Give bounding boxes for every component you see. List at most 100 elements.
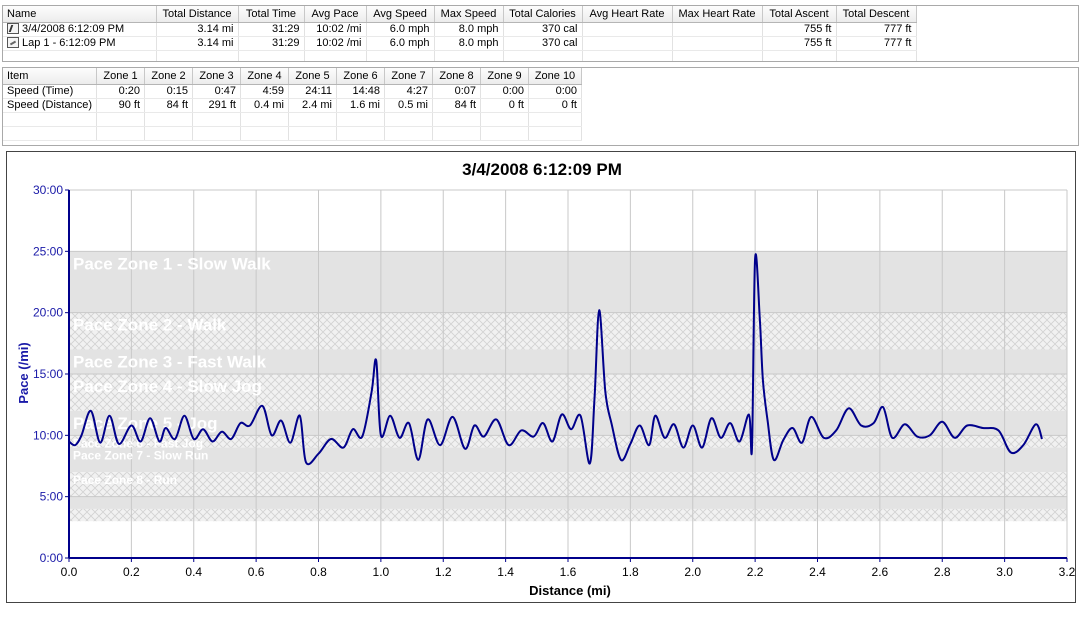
column-header[interactable]: Total Ascent <box>762 6 837 23</box>
empty-cell <box>336 112 385 127</box>
table-row[interactable]: Speed (Time) 0:20 0:15 0:47 4:59 24:11 14:48 4:… <box>3 84 582 99</box>
empty-cell <box>582 50 673 61</box>
table-cell: 84 ft <box>432 98 481 113</box>
pace-zone-grid: Item Zone 1 Zone 2 Zone 3 Zone 4 Zone 5 Zone 6… <box>2 67 1079 146</box>
table-cell: 8.0 mph <box>434 36 504 51</box>
column-header[interactable]: Avg Speed <box>366 6 435 23</box>
table-row[interactable]: Lap 1 - 6:12:09 PM 3.14 mi 31:29 10:02 /mi 6… <box>3 36 917 51</box>
table-cell: 2.4 mi <box>288 98 337 113</box>
activity-summary-grid: Name Total Distance Total Time Avg Pace Avg … <box>2 5 1079 62</box>
column-header[interactable]: Zone 10 <box>528 68 582 85</box>
x-tick-label: 0.6 <box>248 565 265 579</box>
y-tick-label: 5:00 <box>40 490 64 504</box>
table-cell: 0:47 <box>192 84 241 99</box>
empty-row <box>3 50 917 61</box>
x-tick-label: 2.6 <box>872 565 889 579</box>
column-header[interactable]: Total Calories <box>503 6 583 23</box>
empty-cell <box>836 50 917 61</box>
pace-zone-label: Pace Zone 4 - Slow Jog <box>73 377 262 396</box>
column-header[interactable]: Total Distance <box>156 6 239 23</box>
empty-cell <box>96 112 145 127</box>
column-header[interactable]: Item <box>3 68 97 85</box>
column-header[interactable]: Zone 1 <box>96 68 145 85</box>
table-cell: 4:59 <box>240 84 289 99</box>
table-cell: 0 ft <box>528 98 582 113</box>
x-tick-label: 2.2 <box>747 565 764 579</box>
pace-zone-label: Pace Zone 5 - Jog <box>73 414 218 433</box>
empty-cell <box>288 126 337 141</box>
table-cell: 370 cal <box>503 22 583 37</box>
column-header[interactable]: Max Speed <box>434 6 504 23</box>
table-cell: 777 ft <box>836 36 917 51</box>
pace-zone-label: Pace Zone 2 - Walk <box>73 316 227 335</box>
column-header[interactable]: Avg Pace <box>304 6 367 23</box>
table-cell: 0:00 <box>528 84 582 99</box>
empty-cell <box>480 126 529 141</box>
x-tick-label: 0.2 <box>123 565 140 579</box>
table-cell: 0:15 <box>144 84 193 99</box>
run-activity-icon <box>7 23 19 34</box>
empty-cell <box>240 112 289 127</box>
table-cell: 0:20 <box>96 84 145 99</box>
empty-cell <box>503 50 583 61</box>
pace-zone-label: Pace Zone 7 - Slow Run <box>73 449 208 463</box>
column-header[interactable]: Zone 6 <box>336 68 385 85</box>
table-cell <box>672 22 763 37</box>
table-cell: 0 ft <box>480 98 529 113</box>
table-cell: 24:11 <box>288 84 337 99</box>
empty-cell <box>384 112 433 127</box>
table-row[interactable]: 3/4/2008 6:12:09 PM 3.14 mi 31:29 10:02 /mi… <box>3 22 917 37</box>
empty-cell <box>156 50 239 61</box>
y-tick-label: 0:00 <box>40 551 64 565</box>
x-tick-label: 0.8 <box>310 565 327 579</box>
y-tick-label: 15:00 <box>33 367 63 381</box>
table-cell: 0:07 <box>432 84 481 99</box>
x-tick-label: 2.8 <box>934 565 951 579</box>
column-header[interactable]: Avg Heart Rate <box>582 6 673 23</box>
x-tick-label: 3.0 <box>996 565 1013 579</box>
column-header[interactable]: Zone 3 <box>192 68 241 85</box>
row-name: Speed (Distance) <box>3 98 97 113</box>
table-cell <box>582 22 673 37</box>
x-tick-label: 1.0 <box>373 565 390 579</box>
column-header[interactable]: Total Time <box>238 6 305 23</box>
table-cell: 10:02 /mi <box>304 22 367 37</box>
table-cell: 755 ft <box>762 36 837 51</box>
column-header[interactable]: Max Heart Rate <box>672 6 763 23</box>
empty-cell <box>672 50 763 61</box>
x-axis-label: Distance (mi) <box>529 583 611 598</box>
column-header[interactable]: Zone 9 <box>480 68 529 85</box>
table-cell: 3.14 mi <box>156 22 239 37</box>
x-tick-label: 3.2 <box>1059 565 1075 579</box>
empty-cell <box>288 112 337 127</box>
y-tick-label: 30:00 <box>33 183 63 197</box>
column-header[interactable]: Zone 2 <box>144 68 193 85</box>
table-cell: 31:29 <box>238 36 305 51</box>
x-tick-label: 0.0 <box>61 565 78 579</box>
table-cell: 755 ft <box>762 22 837 37</box>
empty-cell <box>366 50 435 61</box>
column-header[interactable]: Zone 5 <box>288 68 337 85</box>
lap-icon <box>7 37 19 48</box>
table-cell: 3.14 mi <box>156 36 239 51</box>
empty-cell <box>3 112 97 127</box>
empty-row <box>3 126 582 141</box>
empty-cell <box>432 126 481 141</box>
empty-cell <box>240 126 289 141</box>
table-row[interactable]: Speed (Distance) 90 ft 84 ft 291 ft 0.4 mi 2.… <box>3 98 582 113</box>
empty-cell <box>192 112 241 127</box>
table-cell: 0.5 mi <box>384 98 433 113</box>
table-cell: 6.0 mph <box>366 36 435 51</box>
empty-cell <box>3 126 97 141</box>
table-cell: 0:00 <box>480 84 529 99</box>
column-header[interactable]: Zone 4 <box>240 68 289 85</box>
pace-zone-label: Pace Zone 6 - Fast Jog <box>73 436 203 450</box>
x-tick-label: 1.2 <box>435 565 452 579</box>
column-header[interactable]: Name <box>3 6 157 23</box>
column-header[interactable]: Zone 7 <box>384 68 433 85</box>
x-tick-label: 1.4 <box>497 565 514 579</box>
column-header[interactable]: Total Descent <box>836 6 917 23</box>
column-header[interactable]: Zone 8 <box>432 68 481 85</box>
pace-chart-panel: Pace Zone 1 - Slow Walk Pace Zone 2 - Wal… <box>6 151 1076 603</box>
empty-cell <box>528 112 582 127</box>
